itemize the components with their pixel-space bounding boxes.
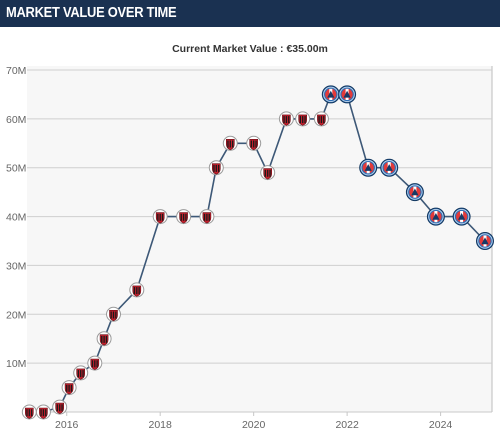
y-tick-label: 30M (6, 260, 26, 272)
data-point-club-a-crest[interactable] (246, 135, 262, 151)
data-point-club-b-crest[interactable] (476, 232, 494, 250)
plot-area (27, 66, 492, 412)
data-point-club-a-crest[interactable] (35, 404, 51, 420)
data-point-club-a-crest[interactable] (96, 331, 112, 347)
x-tick-label: 2018 (149, 419, 173, 431)
x-tick-label: 2020 (242, 419, 266, 431)
data-point-club-a-crest[interactable] (52, 399, 68, 415)
current-market-value: Current Market Value : €35.00m (172, 43, 328, 55)
y-tick-label: 70M (6, 65, 26, 77)
data-point-club-a-crest[interactable] (278, 111, 294, 127)
data-point-club-a-crest[interactable] (260, 165, 276, 181)
data-point-club-a-crest[interactable] (21, 404, 37, 420)
data-point-club-b-crest[interactable] (452, 207, 471, 226)
y-tick-label: 10M (6, 358, 26, 370)
data-point-club-b-crest[interactable] (426, 207, 445, 226)
x-tick-label: 2024 (429, 419, 453, 431)
y-tick-label: 20M (6, 309, 26, 321)
y-tick-label: 60M (6, 114, 26, 126)
x-tick-label: 2022 (335, 419, 359, 431)
data-point-club-b-crest[interactable] (405, 183, 424, 202)
data-point-club-a-crest[interactable] (222, 135, 238, 151)
data-point-club-b-crest[interactable] (380, 158, 399, 177)
data-point-club-a-crest[interactable] (199, 209, 215, 225)
y-tick-label: 40M (6, 212, 26, 224)
x-tick-label: 2016 (55, 419, 79, 431)
data-point-club-a-crest[interactable] (87, 355, 103, 371)
data-point-club-a-crest[interactable] (73, 365, 89, 381)
section-header: MARKET VALUE OVER TIME (0, 0, 500, 27)
data-point-club-a-crest[interactable] (152, 209, 168, 225)
y-tick-label: 50M (6, 163, 26, 175)
data-point-club-a-crest[interactable] (295, 111, 311, 127)
data-point-club-a-crest[interactable] (61, 380, 77, 396)
data-point-club-b-crest[interactable] (321, 85, 340, 104)
data-point-club-b-crest[interactable] (338, 85, 357, 104)
section-title: MARKET VALUE OVER TIME (6, 4, 177, 21)
data-point-club-b-crest[interactable] (359, 158, 378, 177)
data-point-club-a-crest[interactable] (106, 306, 121, 322)
data-point-club-a-crest[interactable] (208, 160, 224, 176)
data-point-club-a-crest[interactable] (313, 111, 329, 127)
data-point-club-a-crest[interactable] (176, 209, 192, 225)
data-point-club-a-crest[interactable] (129, 282, 145, 298)
